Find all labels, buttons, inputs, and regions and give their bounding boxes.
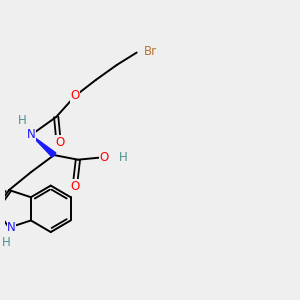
Text: N: N (7, 221, 16, 234)
Text: H: H (2, 236, 10, 249)
Text: H: H (119, 151, 128, 164)
Text: O: O (55, 136, 64, 149)
Text: O: O (70, 89, 80, 102)
Polygon shape (31, 135, 56, 157)
Text: Br: Br (143, 46, 157, 59)
Text: N: N (27, 128, 35, 141)
Text: H: H (17, 114, 26, 127)
Text: O: O (99, 151, 109, 164)
Text: O: O (70, 179, 80, 193)
